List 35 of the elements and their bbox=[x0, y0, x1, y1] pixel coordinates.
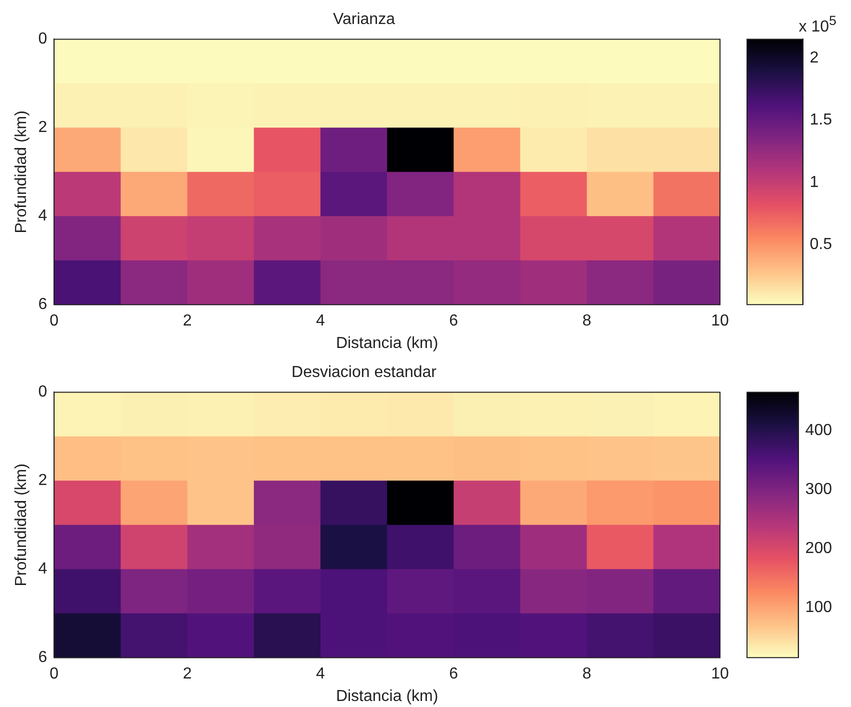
y-axis-title: Profundidad (km) bbox=[13, 110, 30, 234]
y-tick-label: 0 bbox=[38, 384, 48, 401]
color-bar-label: 0.5 bbox=[810, 236, 832, 254]
y-tick-label: 2 bbox=[38, 472, 48, 490]
y-tick-label: 2 bbox=[38, 119, 48, 136]
color-bar-label: 1 bbox=[810, 174, 819, 191]
x-tick-label: 0 bbox=[50, 312, 59, 330]
color-bar-label: 2 bbox=[810, 49, 819, 66]
y-tick-label: 6 bbox=[38, 649, 48, 666]
x-tick-label: 2 bbox=[182, 312, 192, 330]
chart-title: Desviacion estandar bbox=[292, 364, 438, 382]
x-tick-label: 8 bbox=[582, 666, 592, 683]
y-tick-label: 6 bbox=[38, 296, 48, 314]
color-bar-label: 300 bbox=[805, 480, 832, 498]
x-tick-label: 2 bbox=[182, 666, 192, 683]
color-bar-label: 1.5 bbox=[810, 112, 832, 129]
color-bar-title: x 10$^{5}$ bbox=[798, 13, 836, 37]
y-tick-label: 0 bbox=[38, 30, 48, 48]
x-tick-label: 10 bbox=[711, 666, 729, 683]
color-bar-label: 100 bbox=[805, 598, 832, 616]
y-tick-label: 4 bbox=[38, 208, 48, 225]
x-tick-label: 6 bbox=[449, 666, 458, 683]
x-tick-label: 8 bbox=[582, 312, 592, 330]
x-tick-label: 10 bbox=[711, 312, 729, 330]
color-bar-label: 200 bbox=[805, 540, 832, 557]
x-axis-title: Distancia (km) bbox=[336, 334, 438, 352]
chart-title: Varianza bbox=[333, 11, 396, 28]
x-tick-label: 4 bbox=[316, 312, 326, 330]
y-axis-title: Profundidad (km) bbox=[13, 464, 30, 586]
x-tick-label: 6 bbox=[449, 312, 458, 330]
y-tick-label: 4 bbox=[38, 560, 48, 578]
x-tick-label: 4 bbox=[316, 666, 326, 683]
x-tick-label: 0 bbox=[50, 666, 59, 683]
x-axis-title: Distancia (km) bbox=[336, 688, 438, 705]
color-bar-label: 400 bbox=[805, 422, 832, 439]
